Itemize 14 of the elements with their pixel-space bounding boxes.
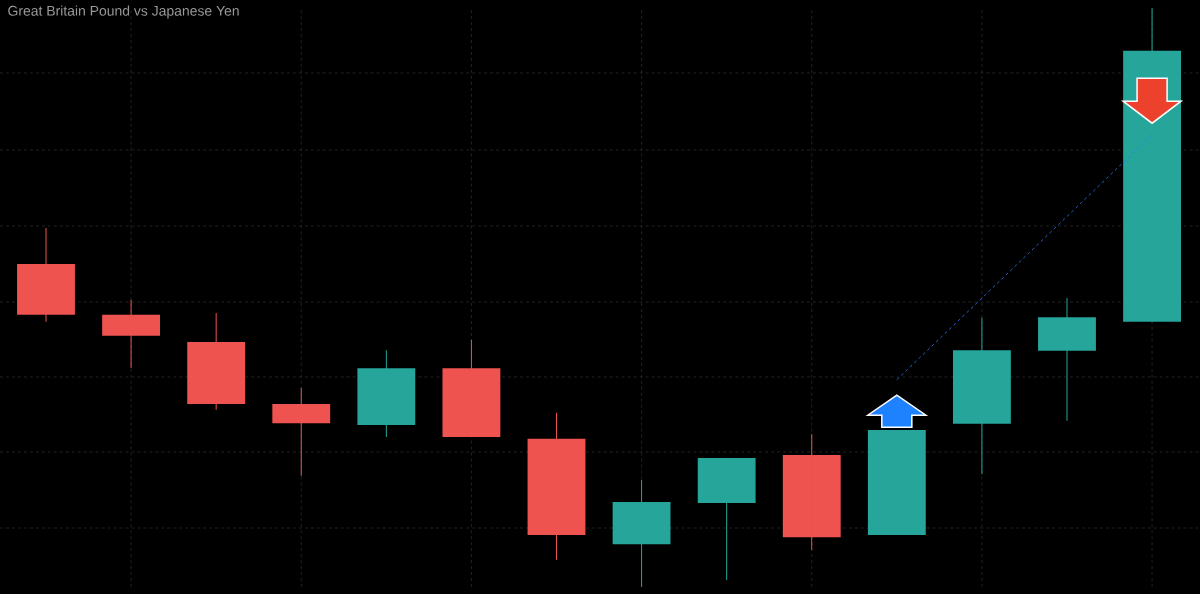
candlestick [612, 479, 671, 588]
candlestick [782, 433, 841, 551]
candlestick [952, 317, 1011, 475]
chart-title: Great Britain Pound vs Japanese Yen [8, 5, 239, 19]
candlestick [357, 349, 416, 438]
candlestick [867, 430, 926, 535]
candlestick [187, 312, 246, 411]
candlestick [442, 339, 501, 438]
candlestick [527, 412, 586, 561]
candlestick [17, 227, 75, 323]
candlestick [697, 457, 756, 581]
candlestick [1038, 297, 1096, 422]
candlestick [272, 387, 331, 477]
candlestick [102, 299, 161, 369]
